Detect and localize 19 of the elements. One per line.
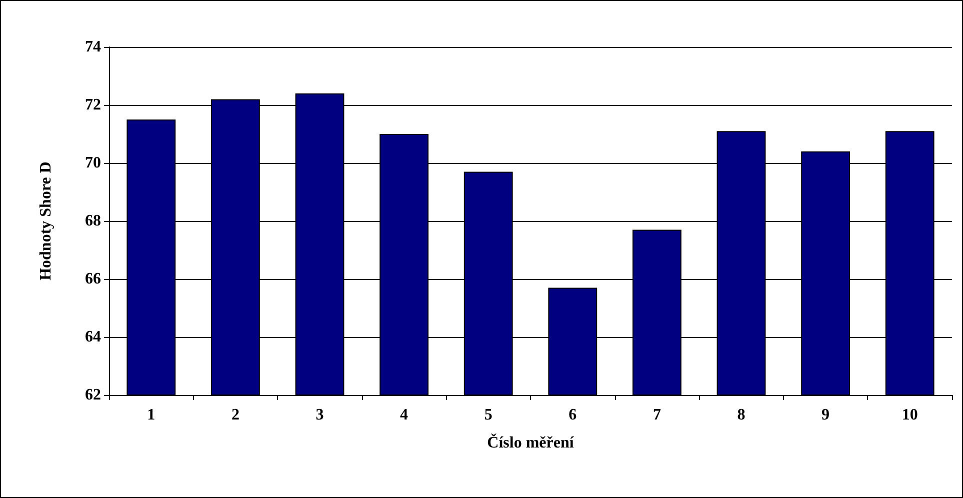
y-axis-title: Hodnoty Shore D <box>38 162 54 280</box>
x-tick-label: 1 <box>147 406 156 424</box>
x-tick-label: 7 <box>652 406 661 424</box>
y-tick-label: 72 <box>85 96 101 114</box>
x-axis-title: Číslo měření <box>487 434 574 452</box>
x-tick-label: 8 <box>737 406 746 424</box>
y-tick-label: 70 <box>85 154 101 172</box>
x-tick-label: 10 <box>902 406 918 424</box>
y-tick-label: 68 <box>85 212 101 230</box>
x-tick-label: 9 <box>822 406 830 424</box>
y-tick-label: 74 <box>85 38 101 56</box>
y-tick-label: 66 <box>85 270 101 288</box>
x-tick-label: 5 <box>484 406 492 424</box>
y-tick-label: 62 <box>85 386 101 404</box>
x-tick-label: 6 <box>568 406 577 424</box>
y-tick-label: 64 <box>85 328 101 346</box>
x-tick-label: 4 <box>400 406 408 424</box>
x-tick-label: 2 <box>231 406 240 424</box>
x-tick-label: 3 <box>316 406 324 424</box>
